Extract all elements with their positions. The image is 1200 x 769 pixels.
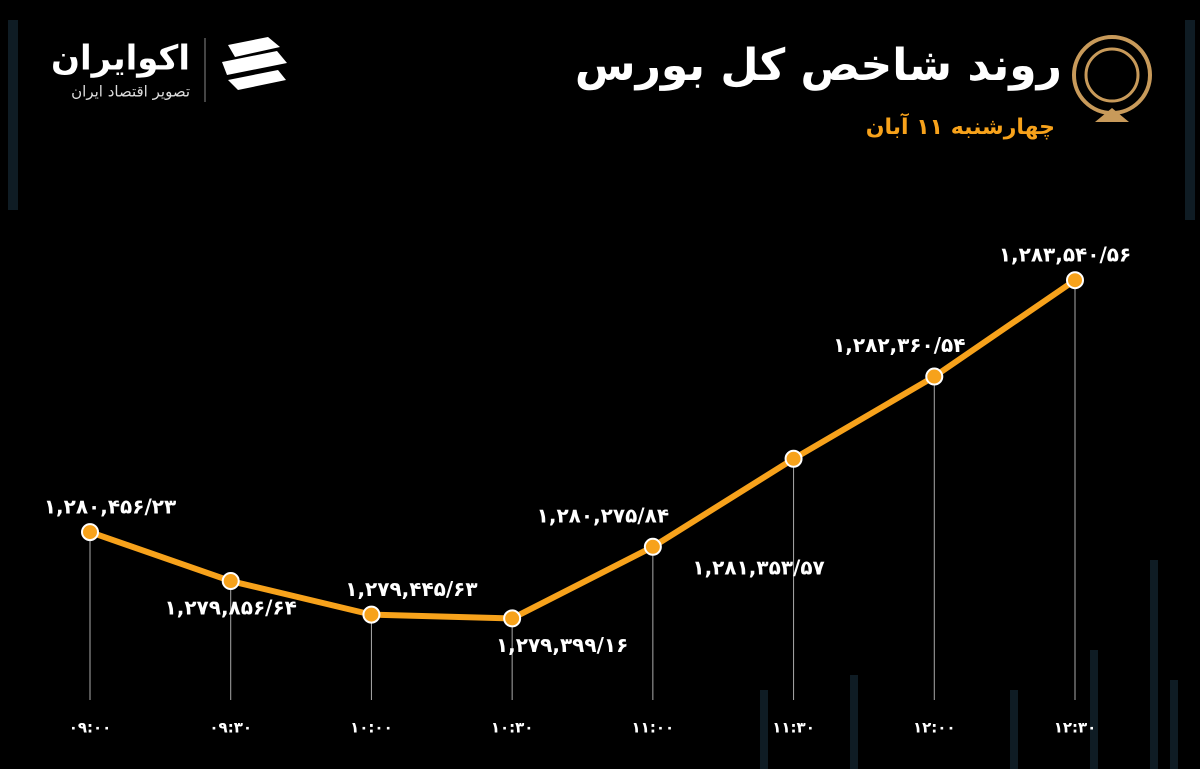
point [925,367,944,386]
x-tick-label: ۱۰:۰۰ [350,719,393,737]
value-label: ۱,۲۷۹,۳۹۹/۱۶ [496,633,628,657]
x-tick-label: ۱۲:۰۰ [913,719,956,737]
brand-name: اکوایران [51,39,190,79]
point [784,449,803,468]
x-tick-label: ۱۱:۰۰ [632,719,675,737]
exchange-emblem [1072,35,1152,122]
chart-title: روند شاخص کل بورس [575,40,1062,91]
point [1066,271,1084,290]
brand-logo [204,37,287,102]
value-label: ۱,۲۷۹,۴۴۵/۶۳ [345,577,477,601]
decor-bars [8,20,1195,769]
point [643,537,662,556]
x-tick-label: ۰۹:۰۰ [69,719,112,737]
value-label: ۱,۲۸۱,۳۵۳/۵۷ [692,555,824,579]
brand-tagline: تصویر اقتصاد ایران [71,83,190,101]
point [362,605,381,624]
chart-subtitle: چهارشنبه ۱۱ آبان [866,112,1055,140]
x-tick-label: ۰۹:۳۰ [209,719,252,737]
value-label: ۱,۲۸۳,۵۴۰/۵۶ [999,243,1131,267]
line [89,277,1077,622]
point [503,609,522,628]
x-tick-label: ۱۰:۳۰ [491,719,534,737]
value-label: ۱,۲۸۲,۳۶۰/۵۴ [833,333,965,357]
x-tick-label: ۱۲:۳۰ [1054,719,1097,737]
value-label: ۱,۲۸۰,۴۵۶/۲۳ [44,495,176,519]
value-label: ۱,۲۷۹,۸۵۶/۶۴ [165,596,297,620]
x-tick-label: ۱۱:۳۰ [772,719,815,737]
point [221,572,240,591]
value-label: ۱,۲۸۰,۲۷۵/۸۴ [537,503,669,527]
point [81,523,99,542]
